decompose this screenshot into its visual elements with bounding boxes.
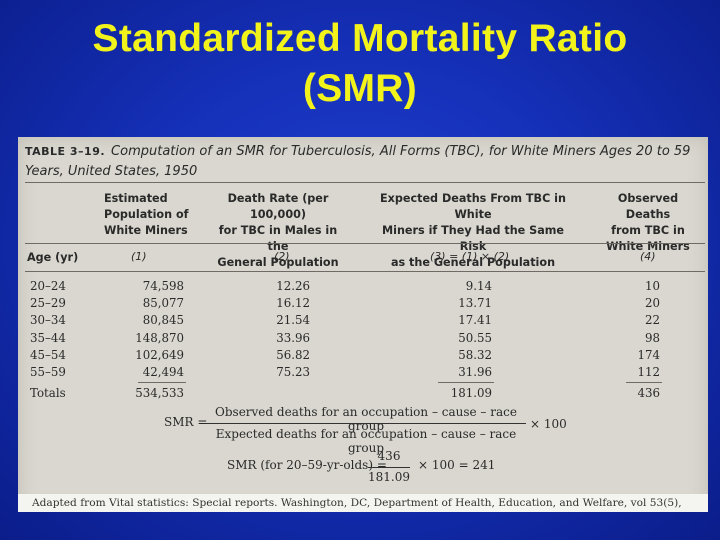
- table-row: 45–54 102,649 56.82 58.32 174: [18, 347, 708, 364]
- totals-row: Totals 534,533 181.09 436: [18, 385, 708, 403]
- cell-observed: 98: [644, 330, 660, 345]
- cell-age: 30–34: [30, 313, 66, 328]
- table-row: 30–34 80,845 21.54 17.41 22: [18, 312, 708, 329]
- cell-age: 55–59: [30, 364, 66, 379]
- header-observed-deaths: Observed Deaths from TBC in White Miners: [598, 191, 698, 255]
- cell-observed: 22: [644, 313, 660, 328]
- column-number-4: (4): [640, 250, 656, 263]
- cell-expected: 50.55: [458, 330, 492, 345]
- header-age: Age (yr): [27, 251, 79, 264]
- table-source-note: Adapted from Vital statistics: Special r…: [18, 494, 708, 512]
- totals-observed: 436: [637, 386, 660, 400]
- cell-rate: 33.96: [276, 330, 310, 345]
- smr-formula-numerator: Observed deaths for an occupation – caus…: [215, 405, 517, 433]
- table-caption-text: Computation of an SMR for Tuberculosis, …: [25, 144, 691, 179]
- header-line: as the General Population: [390, 256, 556, 269]
- table-row: 25–29 85,077 16.12 13.71 20: [18, 295, 708, 312]
- cell-observed: 112: [637, 364, 660, 379]
- smr-example-denominator: 181.09: [368, 470, 410, 484]
- header-rule: [25, 243, 705, 244]
- cell-rate: 75.23: [276, 364, 310, 379]
- column-number-3: (3) = (1) × (2): [430, 250, 510, 263]
- smr-formula-fraction-bar: [206, 423, 526, 424]
- table-caption: TABLE 3–19. Computation of an SMR for Tub…: [25, 142, 705, 182]
- totals-population: 534,533: [135, 386, 184, 400]
- header-line: Estimated: [104, 192, 168, 205]
- table-row: 20–24 74,598 12.26 9.14 10: [18, 278, 708, 295]
- subtotal-rule-observed: [626, 382, 662, 383]
- slide-title: Standardized Mortality Ratio (SMR): [0, 14, 720, 114]
- smr-example-lhs: SMR (for 20–59-yr-olds) =: [227, 458, 387, 472]
- cell-rate: 21.54: [276, 313, 310, 328]
- header-line: Expected Deaths From TBC in White: [380, 192, 566, 221]
- cell-expected: 13.71: [458, 296, 492, 311]
- table-row: 35–44 148,870 33.96 50.55 98: [18, 330, 708, 347]
- subtotal-rule-population: [138, 382, 186, 383]
- totals-expected: 181.09: [450, 386, 492, 400]
- smr-formula-denominator: Expected deaths for an occupation – caus…: [215, 427, 517, 455]
- cell-rate: 56.82: [276, 347, 310, 362]
- smr-example-result: × 100 = 241: [418, 458, 496, 472]
- table-body: 20–24 74,598 12.26 9.14 10 25–29 85,077 …: [18, 278, 708, 381]
- cell-observed: 174: [637, 347, 660, 362]
- cell-age: 20–24: [30, 279, 66, 293]
- smr-formula-multiplier: × 100: [530, 417, 567, 431]
- smr-example-numerator: 436: [377, 449, 401, 463]
- cell-expected: 58.32: [458, 347, 492, 362]
- smr-formula-lhs: SMR =: [164, 415, 208, 429]
- smr-example-fraction-bar: [368, 467, 410, 468]
- table-top-rule: [25, 182, 705, 183]
- table-row: 55–59 42,494 75.23 31.96 112: [18, 364, 708, 381]
- table-image: TABLE 3–19. Computation of an SMR for Tub…: [18, 137, 708, 512]
- column-number-2: (2): [274, 250, 290, 263]
- cell-observed: 10: [644, 279, 660, 293]
- header-line: White Miners: [104, 224, 188, 237]
- cell-population: 80,845: [142, 313, 184, 328]
- cell-population: 85,077: [142, 296, 184, 311]
- slide-title-line-1: Standardized Mortality Ratio: [92, 17, 628, 60]
- column-number-rule: [25, 271, 705, 272]
- header-estimated-population: Estimated Population of White Miners: [104, 191, 210, 239]
- cell-population: 42,494: [142, 364, 184, 379]
- cell-population: 148,870: [135, 330, 184, 345]
- cell-expected: 17.41: [458, 313, 492, 328]
- header-line: General Population: [217, 256, 339, 269]
- slide-title-line-2: (SMR): [302, 67, 418, 110]
- cell-expected: 31.96: [458, 364, 492, 379]
- cell-population: 102,649: [135, 347, 184, 362]
- subtotal-rule-expected: [438, 382, 494, 383]
- cell-expected: 9.14: [465, 279, 492, 293]
- cell-age: 35–44: [30, 330, 66, 345]
- cell-age: 25–29: [30, 296, 66, 311]
- cell-population: 74,598: [142, 279, 184, 293]
- header-line: Population of: [104, 208, 189, 221]
- column-number-1: (1): [131, 250, 147, 263]
- cell-rate: 16.12: [276, 296, 310, 311]
- cell-observed: 20: [644, 296, 660, 311]
- cell-age: 45–54: [30, 347, 66, 362]
- header-line: Death Rate (per 100,000): [227, 192, 329, 221]
- totals-label: Totals: [30, 386, 66, 400]
- header-line: from TBC in: [611, 224, 685, 237]
- cell-rate: 12.26: [276, 279, 310, 293]
- table-label: TABLE 3–19.: [25, 145, 106, 158]
- header-line: Observed Deaths: [617, 192, 679, 221]
